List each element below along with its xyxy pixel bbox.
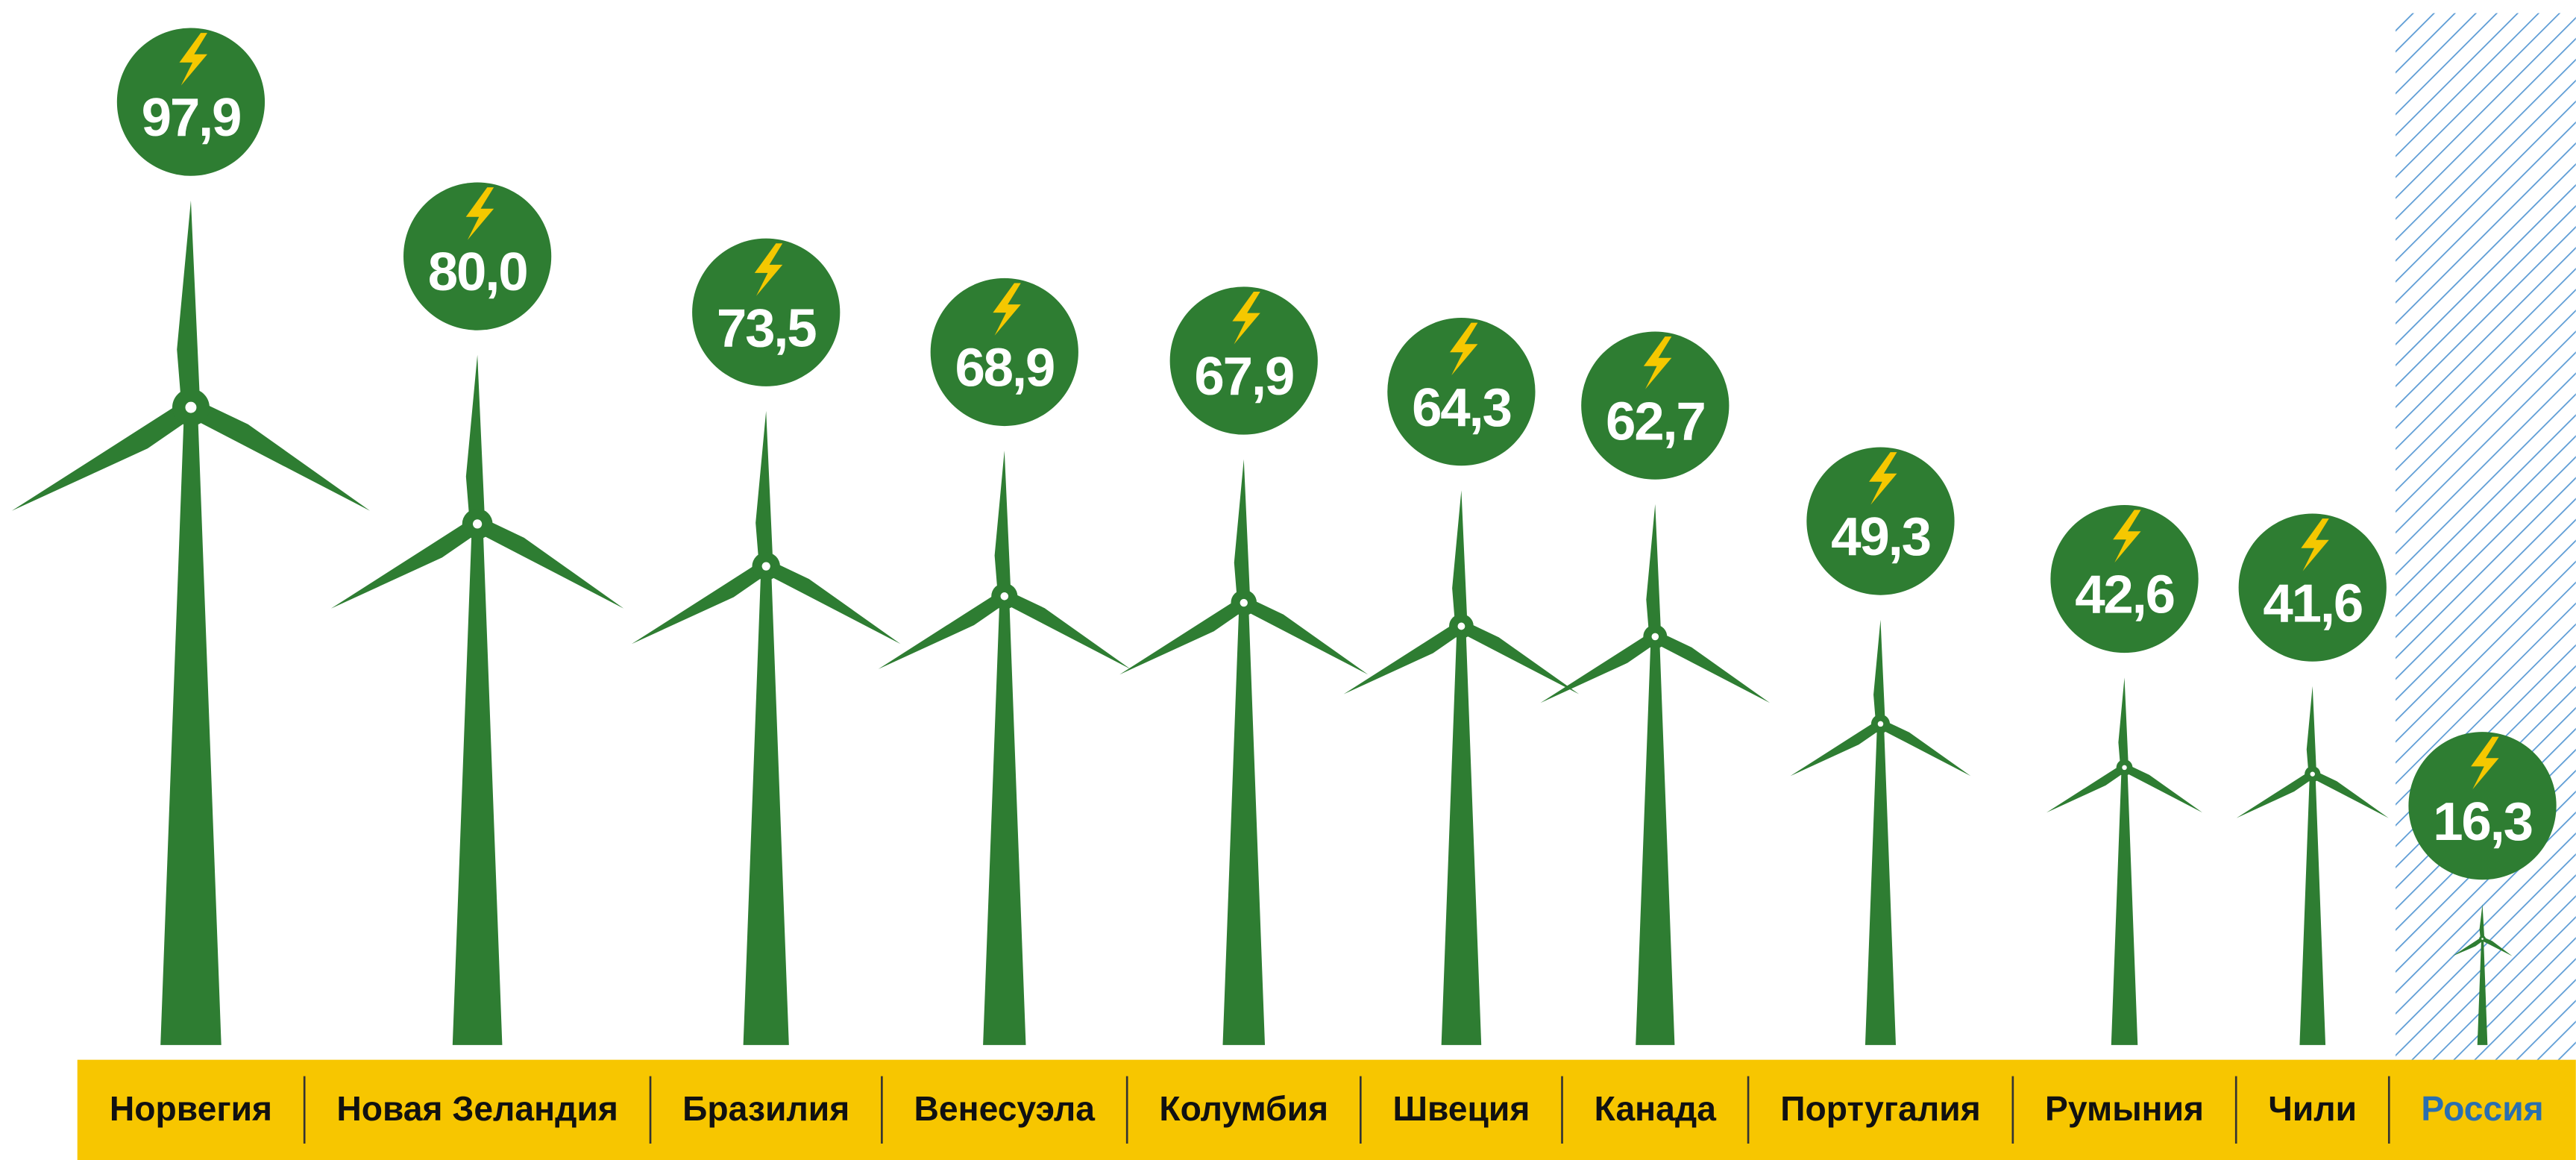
- blade: [2118, 677, 2129, 768]
- blade: [2044, 764, 2127, 818]
- turbine: [628, 411, 905, 1045]
- value-label: 42,6: [2075, 565, 2174, 625]
- blade: [1341, 621, 1466, 702]
- tower: [1222, 603, 1265, 1045]
- hub-dot: [2310, 771, 2315, 776]
- category-label: Португалия: [1780, 1089, 1980, 1128]
- category-label: Россия: [2421, 1089, 2543, 1128]
- category-label: Колумбия: [1159, 1089, 1328, 1128]
- category-label: Бразилия: [682, 1089, 849, 1128]
- value-label: 67,9: [1194, 346, 1293, 407]
- turbine: [2044, 677, 2205, 1045]
- blade: [2310, 769, 2392, 821]
- blade: [1116, 598, 1248, 683]
- value-label: 41,6: [2263, 573, 2362, 633]
- blade: [1240, 595, 1372, 680]
- chart: Норвегия Новая Зеландия Бразилия Венесуэла К…: [0, 0, 2576, 1160]
- blade: [1001, 588, 1135, 675]
- category-label: Чили: [2268, 1089, 2357, 1128]
- hub-dot: [2122, 765, 2127, 771]
- tower: [160, 407, 222, 1045]
- hub-dot: [185, 402, 196, 413]
- blade: [466, 355, 485, 524]
- blade: [1452, 490, 1467, 626]
- hub-dot: [762, 562, 770, 571]
- blade: [7, 399, 198, 523]
- blade: [755, 411, 773, 566]
- tower: [983, 596, 1025, 1045]
- blade: [186, 395, 377, 519]
- blade: [1788, 720, 1884, 782]
- blade: [1652, 629, 1774, 708]
- category-label: Новая Зеландия: [336, 1089, 618, 1128]
- value-label: 64,3: [1412, 377, 1511, 438]
- value-label: 16,3: [2433, 791, 2532, 852]
- highlight-layer: [2396, 13, 2576, 1060]
- turbine: [1788, 620, 1974, 1045]
- blade: [327, 518, 483, 618]
- category-label: Канада: [1595, 1089, 1718, 1128]
- hub-dot: [2481, 938, 2484, 940]
- blade: [628, 560, 771, 653]
- hub-dot: [473, 519, 482, 528]
- blade: [763, 557, 906, 650]
- blade: [474, 514, 629, 615]
- tower: [1865, 724, 1896, 1044]
- turbine: [1341, 490, 1584, 1045]
- tower: [1442, 626, 1482, 1044]
- blade: [1458, 618, 1583, 700]
- hub-dot: [1652, 633, 1659, 641]
- value-label: 97,9: [142, 87, 241, 148]
- blade: [995, 451, 1011, 596]
- blade: [2307, 686, 2316, 774]
- category-label: Швеция: [1392, 1089, 1530, 1128]
- category-label: Венесуэла: [914, 1089, 1096, 1128]
- page: Норвегия Новая Зеландия Бразилия Венесуэла К…: [0, 0, 2576, 1160]
- turbine: [1537, 504, 1774, 1045]
- tower: [744, 566, 789, 1045]
- category-label: Норвегия: [110, 1089, 272, 1128]
- turbine: [875, 451, 1135, 1045]
- turbine: [7, 201, 377, 1045]
- hub-dot: [1878, 721, 1884, 727]
- value-label: 68,9: [955, 338, 1054, 398]
- hub-dot: [1001, 592, 1009, 601]
- blade: [1873, 620, 1885, 724]
- blade: [2234, 771, 2316, 823]
- blade: [1537, 632, 1659, 711]
- tower: [2299, 774, 2325, 1045]
- blade: [875, 591, 1009, 678]
- blade: [2123, 762, 2205, 816]
- blade: [1234, 460, 1251, 603]
- turbine: [1116, 460, 1373, 1045]
- hub-dot: [1240, 599, 1248, 606]
- turbine: [2234, 686, 2392, 1045]
- value-label: 80,0: [428, 242, 527, 302]
- tower: [2111, 768, 2137, 1045]
- turbine: [327, 355, 629, 1045]
- blade: [1646, 504, 1661, 637]
- highlight-hatch: [2396, 13, 2576, 1060]
- blade: [177, 201, 200, 407]
- tower: [453, 524, 503, 1044]
- value-label: 73,5: [717, 298, 816, 358]
- blade: [1878, 718, 1974, 780]
- value-label: 62,7: [1606, 391, 1705, 451]
- value-label: 49,3: [1831, 507, 1930, 567]
- category-label: Румыния: [2045, 1089, 2204, 1128]
- tower: [1636, 636, 1674, 1044]
- hub-dot: [1457, 623, 1465, 630]
